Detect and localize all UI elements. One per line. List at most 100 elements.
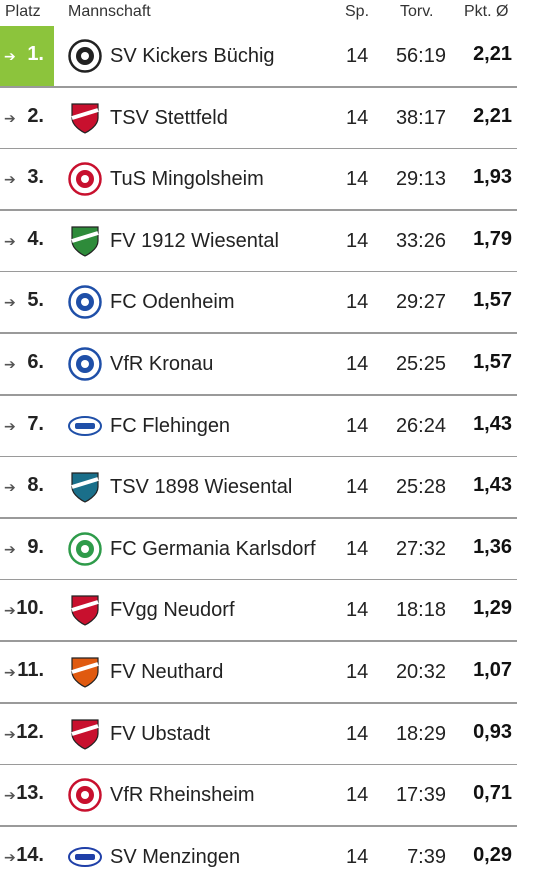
header-punkte-schnitt[interactable]: Pkt. Ø [464,3,509,20]
rank-cell: ➔ 2. [0,88,54,148]
trend-arrow-icon: ➔ [4,48,16,64]
rank-number: 4. [27,227,44,250]
rank-cell: ➔ 9. [0,519,54,579]
rank-cell: ➔ 10. [0,580,54,640]
team-name[interactable]: FC Germania Karlsdorf [110,537,316,560]
fv-neuthard-crest-icon [68,655,102,689]
rank-number: 9. [27,535,44,558]
points-average: 1,57 [473,351,512,373]
table-row[interactable]: ➔ 11. FV Neuthard 14 20:32 1,07 [0,642,539,704]
table-row[interactable]: ➔ 12. FV Ubstadt 14 18:29 0,93 [0,704,539,766]
points-average: 0,93 [473,720,512,743]
team-name[interactable]: TSV 1898 Wiesental [110,476,293,499]
goal-ratio: 38:17 [395,106,446,129]
fc-odenheim-crest-icon [68,285,102,320]
team-name[interactable]: VfR Kronau [110,353,214,375]
goal-ratio: 27:32 [395,537,446,560]
row-divider [0,332,517,334]
points-average: 1,57 [473,289,512,312]
table-header: Platz Mannschaft Sp. Torv. Pkt. Ø [0,0,539,26]
row-divider [0,517,517,519]
games-played: 14 [346,784,369,807]
games-played: 14 [346,45,369,67]
points-average: 1,43 [473,412,512,435]
row-divider [0,640,517,642]
rank-cell: ➔ 8. [0,457,54,517]
goal-ratio: 7:39 [407,845,446,868]
header-platz[interactable]: Platz [5,3,41,20]
team-name[interactable]: FV 1912 Wiesental [110,229,279,252]
games-played: 14 [346,106,369,129]
team-name[interactable]: SV Kickers Büchig [110,45,275,67]
header-mannschaft[interactable]: Mannschaft [68,3,151,20]
team-name[interactable]: TuS Mingolsheim [110,168,264,191]
points-average: 0,71 [473,782,512,805]
row-divider [0,455,517,458]
table-row[interactable]: ➔ 3. TuS Mingolsheim 14 29:13 1,93 [0,149,539,211]
rank-number: 5. [27,289,44,312]
kickers-buechig-crest-icon [68,39,102,73]
rank-number: 8. [27,474,44,497]
table-row[interactable]: ➔ 1. SV Kickers Büchig 14 56:19 2,21 [0,26,539,88]
rank-number: 12. [16,720,44,743]
header-torverhaeltnis[interactable]: Torv. [400,3,434,20]
goal-ratio: 33:26 [395,229,446,252]
rank-number: 6. [27,351,44,373]
trend-arrow-icon: ➔ [4,109,16,126]
trend-arrow-icon: ➔ [4,232,16,249]
table-row[interactable]: ➔ 2. TSV Stettfeld 14 38:17 2,21 [0,88,539,150]
rank-number: 7. [27,412,44,435]
games-played: 14 [346,722,369,745]
row-divider [0,85,517,88]
team-name[interactable]: SV Menzingen [110,845,241,868]
sv-menzingen-crest-icon [68,840,102,874]
team-name[interactable]: FC Flehingen [110,414,231,437]
team-name[interactable]: VfR Rheinsheim [110,784,255,807]
goal-ratio: 29:27 [395,291,446,314]
games-played: 14 [346,537,369,560]
points-average: 1,29 [473,597,512,620]
table-row[interactable]: ➔ 10. FVgg Neudorf 14 18:18 1,29 [0,580,539,642]
goal-ratio: 25:28 [395,476,446,499]
team-name[interactable]: TSV Stettfeld [110,106,228,129]
points-average: 1,36 [473,535,512,558]
team-name[interactable]: FV Ubstadt [110,722,211,745]
goal-ratio: 17:39 [395,784,446,807]
rank-cell: ➔ 12. [0,704,54,764]
table-row[interactable]: ➔ 14. SV Menzingen 14 7:39 0,29 [0,827,539,888]
goal-ratio: 29:13 [395,168,446,191]
table-row[interactable]: ➔ 7. FC Flehingen 14 26:24 1,43 [0,396,539,458]
header-spiele[interactable]: Sp. [345,3,370,20]
table-row[interactable]: ➔ 6. VfR Kronau 14 25:25 1,57 [0,334,539,396]
goal-ratio: 26:24 [395,414,446,437]
games-played: 14 [346,291,369,314]
games-played: 14 [346,168,369,191]
rank-number: 3. [27,166,44,189]
row-divider [0,763,517,766]
rank-number: 13. [16,782,44,805]
team-name[interactable]: FVgg Neudorf [110,599,235,622]
tsv-stettfeld-crest-icon [68,101,102,135]
vfr-kronau-crest-icon [68,347,102,381]
trend-arrow-icon: ➔ [4,664,16,680]
tsv-wiesental-crest-icon [68,470,102,504]
table-row[interactable]: ➔ 9. FC Germania Karlsdorf 14 27:32 1,36 [0,519,539,581]
rank-cell: ➔ 3. [0,149,54,209]
table-row[interactable]: ➔ 5. FC Odenheim 14 29:27 1,57 [0,272,539,334]
table-row[interactable]: ➔ 13. VfR Rheinsheim 14 17:39 0,71 [0,765,539,827]
rank-cell: ➔ 13. [0,765,54,825]
games-played: 14 [346,353,369,375]
rank-cell: ➔ 5. [0,272,54,332]
table-row[interactable]: ➔ 4. FV 1912 Wiesental 14 33:26 1,79 [0,211,539,273]
rank-cell: ➔ 6. [0,334,54,394]
games-played: 14 [346,845,369,868]
row-divider [0,270,517,273]
table-row[interactable]: ➔ 8. TSV 1898 Wiesental 14 25:28 1,43 [0,457,539,519]
points-average: 2,21 [473,104,512,127]
rank-number: 11. [17,659,44,681]
rank-number: 10. [16,597,44,620]
team-name[interactable]: FC Odenheim [110,291,235,314]
trend-arrow-icon: ➔ [4,725,16,742]
team-name[interactable]: FV Neuthard [110,661,224,683]
trend-arrow-icon: ➔ [4,171,16,188]
